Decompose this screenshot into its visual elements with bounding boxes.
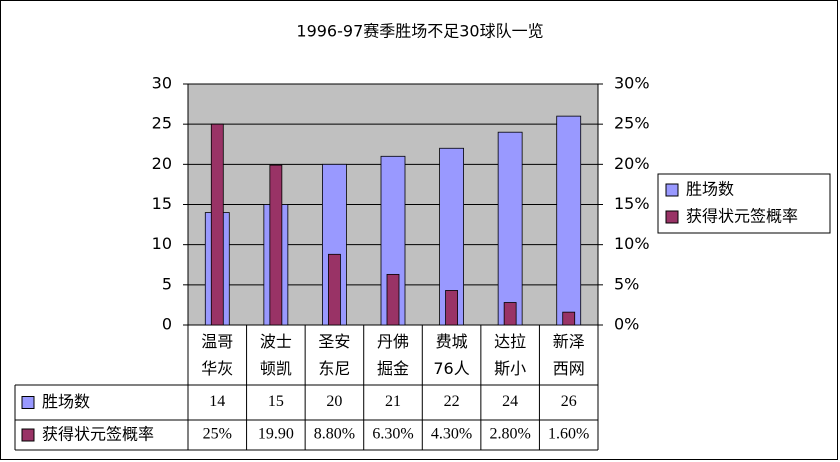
- table-value: 20: [326, 393, 342, 410]
- y-tick-label: 0: [162, 315, 172, 334]
- y-tick-label: 10: [152, 234, 172, 253]
- x-tick-label: 温哥华灰: [201, 332, 233, 378]
- table-value: 24: [502, 393, 518, 410]
- bar: [210, 123, 224, 326]
- bar: [562, 311, 576, 326]
- table-legend-key: [21, 428, 35, 442]
- x-tick-label: 圣安东尼: [318, 332, 350, 378]
- y2-tick-label: 10%: [614, 234, 650, 253]
- bar: [386, 273, 400, 326]
- x-tick-label: 达拉斯小: [494, 332, 526, 378]
- x-tick-label: 费城 76人: [433, 332, 469, 378]
- bar: [503, 302, 517, 326]
- table-value: 22: [444, 393, 460, 410]
- table-value: 25%: [203, 426, 232, 443]
- y-tick-label: 15: [152, 194, 172, 213]
- chart-title: 1996-97赛季胜场不足30球队一览: [296, 22, 543, 41]
- legend-label: 获得状元签概率: [686, 207, 798, 226]
- table-series-name: 胜场数: [42, 392, 90, 411]
- x-tick-label: 新泽西网: [553, 332, 585, 378]
- table-value: 26: [561, 393, 577, 410]
- bar: [445, 290, 458, 326]
- y-tick-label: 30: [152, 74, 172, 93]
- y2-tick-label: 0%: [614, 315, 639, 334]
- table-value: 1.60%: [548, 426, 589, 443]
- table-value: 8.80%: [314, 426, 355, 443]
- table-value: 2.80%: [489, 426, 530, 443]
- y2-tick-label: 30%: [614, 74, 650, 93]
- legend-label: 胜场数: [686, 180, 734, 199]
- legend-key: [665, 183, 679, 197]
- x-tick-label: 波士顿凯: [260, 332, 292, 378]
- y2-tick-label: 15%: [614, 194, 650, 213]
- bar: [269, 164, 283, 326]
- table-value: 6.30%: [372, 426, 413, 443]
- bar: [497, 131, 523, 326]
- table-value: 15: [268, 393, 284, 410]
- table-series-name: 获得状元签概率: [42, 425, 154, 444]
- x-tick-label: 丹佛掘金: [377, 332, 409, 378]
- table-value: 19.90: [258, 426, 294, 443]
- y-tick-label: 5: [162, 274, 172, 293]
- y-tick-label: 25: [152, 114, 172, 133]
- y2-tick-label: 20%: [614, 154, 650, 173]
- table-legend-key: [21, 396, 35, 409]
- bar: [556, 115, 582, 326]
- y2-tick-label: 25%: [614, 114, 650, 133]
- legend-key: [665, 210, 679, 224]
- y2-tick-label: 5%: [614, 274, 639, 293]
- y-tick-label: 20: [152, 154, 172, 173]
- table-value: 21: [385, 393, 401, 410]
- bar: [328, 253, 341, 326]
- legend-box: [657, 173, 831, 234]
- table-value: 4.30%: [431, 426, 472, 443]
- table-value: 14: [209, 393, 225, 410]
